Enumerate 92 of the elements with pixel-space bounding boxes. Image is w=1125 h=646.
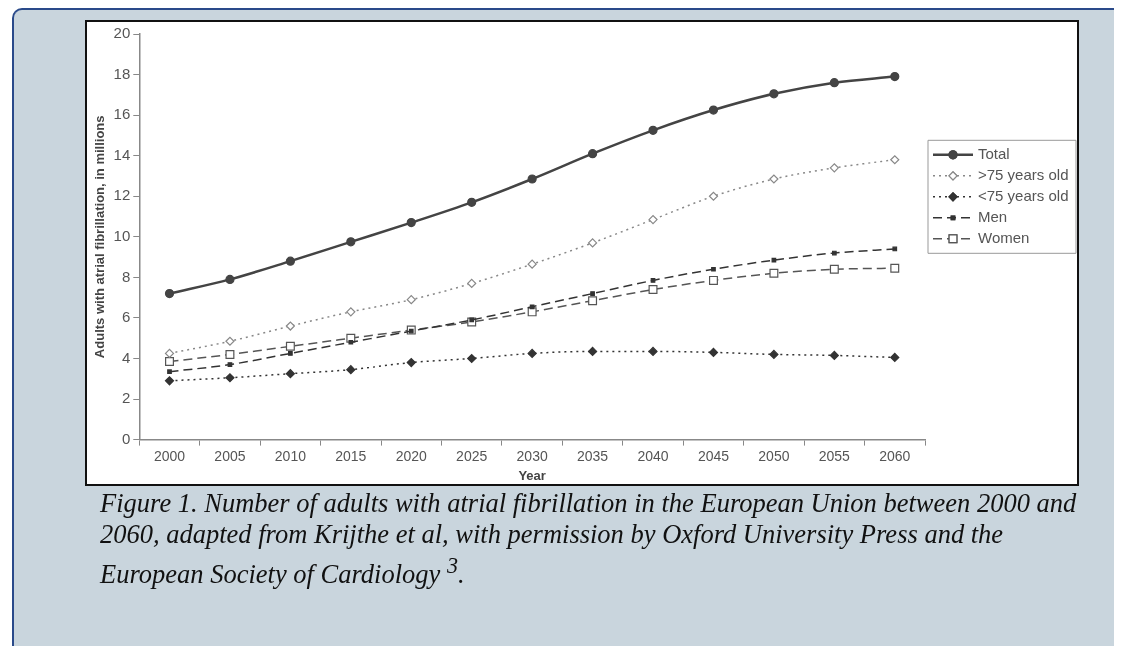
point bbox=[164, 348, 175, 359]
point bbox=[467, 353, 477, 364]
x-tick-label: 2015 bbox=[335, 447, 367, 464]
x-tick-label: 2005 bbox=[214, 447, 246, 464]
legend-label: Women bbox=[978, 228, 1030, 246]
point bbox=[346, 307, 356, 317]
point bbox=[769, 174, 779, 184]
y-tick-label: 12 bbox=[113, 186, 131, 204]
point bbox=[648, 285, 658, 295]
point bbox=[587, 149, 598, 159]
point bbox=[165, 357, 174, 367]
y-tick-label: 14 bbox=[113, 145, 131, 163]
point bbox=[708, 275, 718, 285]
point bbox=[346, 237, 356, 247]
x-tick-label: 2060 bbox=[879, 447, 911, 464]
point bbox=[648, 125, 658, 135]
x-tick-label: 2025 bbox=[456, 447, 488, 464]
point bbox=[829, 264, 839, 274]
point bbox=[285, 341, 295, 351]
point bbox=[648, 214, 658, 225]
point bbox=[890, 155, 900, 165]
point bbox=[288, 351, 293, 356]
caption: Figure 1. Number of adults with atrial fibrillation in the European Union between 2000 and 2060, adapted from Krijthe et al, with permission by Oxford University Press and the European Society of Cardiology $^{3}$. bbox=[100, 488, 1078, 590]
point bbox=[892, 246, 898, 252]
point bbox=[831, 250, 837, 256]
point bbox=[527, 348, 537, 359]
x-tick-label: 2045 bbox=[697, 447, 730, 464]
point bbox=[769, 349, 779, 360]
y-axis-title: Adults with atrial fibrillation, in millions bbox=[92, 115, 108, 359]
point bbox=[648, 346, 658, 356]
point bbox=[708, 105, 719, 115]
x-tick-label: 2000 bbox=[153, 447, 186, 464]
point bbox=[650, 278, 656, 283]
legend-label: Men bbox=[978, 207, 1008, 225]
point bbox=[529, 304, 535, 310]
point bbox=[164, 288, 175, 299]
x-tick-label: 2035 bbox=[577, 447, 609, 464]
point bbox=[587, 238, 598, 248]
legend-label: Total bbox=[978, 144, 1010, 162]
y-tick-label: 20 bbox=[113, 24, 131, 42]
legend-label: <75 years old bbox=[978, 186, 1069, 204]
x-tick-label: 2030 bbox=[516, 447, 548, 464]
point bbox=[406, 295, 416, 305]
x-tick-label: 2010 bbox=[274, 447, 307, 464]
point bbox=[406, 218, 416, 228]
point bbox=[829, 163, 839, 173]
point bbox=[588, 296, 598, 306]
point bbox=[587, 346, 598, 356]
point bbox=[527, 174, 537, 184]
point bbox=[890, 352, 900, 363]
y-tick-label: 8 bbox=[121, 267, 131, 285]
point bbox=[348, 339, 354, 345]
x-tick-label: 2020 bbox=[395, 447, 428, 464]
point bbox=[829, 350, 839, 361]
point bbox=[890, 263, 900, 273]
point bbox=[769, 89, 779, 99]
point bbox=[227, 362, 233, 367]
point bbox=[769, 268, 779, 278]
y-tick-label: 2 bbox=[121, 389, 131, 407]
point bbox=[467, 278, 477, 289]
point bbox=[167, 369, 172, 375]
point bbox=[285, 256, 295, 266]
y-tick-label: 16 bbox=[113, 105, 131, 123]
point bbox=[590, 291, 595, 296]
x-axis-title: Year bbox=[518, 467, 546, 483]
point bbox=[829, 78, 839, 88]
y-tick-label: 4 bbox=[121, 348, 131, 366]
point bbox=[527, 259, 537, 269]
point bbox=[164, 376, 175, 386]
point bbox=[225, 373, 235, 383]
point bbox=[225, 336, 235, 346]
x-tick-label: 2055 bbox=[818, 447, 851, 464]
point bbox=[771, 257, 777, 263]
point bbox=[406, 357, 416, 368]
point bbox=[285, 369, 295, 379]
point bbox=[708, 191, 719, 201]
y-tick-label: 6 bbox=[121, 308, 131, 326]
point bbox=[708, 347, 719, 357]
point bbox=[711, 266, 716, 272]
point bbox=[346, 365, 356, 375]
x-tick-label: 2050 bbox=[758, 447, 790, 464]
y-tick-label: 18 bbox=[113, 64, 131, 82]
y-tick-label: 10 bbox=[113, 226, 131, 244]
point bbox=[467, 197, 477, 207]
point bbox=[469, 317, 475, 323]
x-tick-label: 2040 bbox=[637, 447, 669, 464]
point bbox=[225, 349, 235, 359]
y-tick-label: 0 bbox=[121, 429, 131, 447]
point bbox=[890, 71, 900, 82]
legend-label: >75 years old bbox=[978, 165, 1069, 183]
point bbox=[225, 274, 235, 284]
point bbox=[285, 321, 295, 331]
